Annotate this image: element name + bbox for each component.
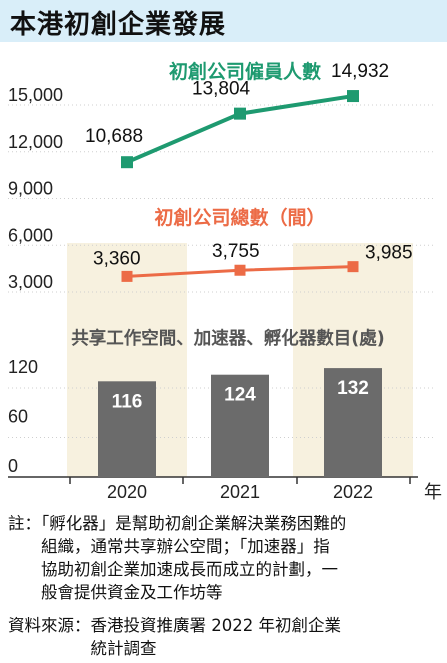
x-tick-2022: 2022 [333,482,373,502]
employees-point-2020 [121,156,133,169]
x-tick-2020: 2020 [107,482,147,502]
lower-y-tick-0: 0 [8,456,18,476]
companies-point-2022 [347,261,359,273]
lower-y-tick-1: 60 [8,407,28,427]
upper-y-tick-0: 3,000 [8,272,53,292]
employees-label-2020: 10,688 [85,126,143,147]
page-title: 本港初創企業發展 [10,10,227,40]
note-line-3: 協助初創企業加速成長而成立的計劃，一 [8,560,338,579]
lower-y-tick-2: 120 [8,357,38,377]
x-tick-2021: 2021 [220,482,260,502]
title-bar [0,0,447,42]
bars-chart-title: 共享工作空間、加速器、孵化器數目(處) [71,328,385,349]
upper-y-tick-1: 6,000 [8,225,53,245]
source-line-2: 統計調查 [8,639,157,658]
employees-point-2021 [234,107,246,120]
companies-point-2020 [121,270,133,282]
companies-point-2021 [234,264,246,276]
note-line-2: 組織，通常共享辦公空間；「加速器」指 [8,537,330,556]
employees-chart-title: 初創公司僱員人數 [169,60,321,83]
x-axis-unit: 年 [424,482,442,503]
companies-label-2022: 3,985 [365,243,413,264]
bar-2022 [324,368,382,477]
employees-label-2022: 14,932 [331,61,389,82]
upper-y-tick-4: 15,000 [8,85,63,105]
bar-label-2022: 132 [337,378,369,399]
note-line-4: 般會提供資金及工作坊等 [8,583,223,602]
upper-y-tick-3: 12,000 [8,132,63,152]
source-line-1: 資料來源：香港投資推廣署 2022 年初創企業 [8,616,341,635]
companies-label-2020: 3,360 [93,248,141,269]
bar-label-2021: 124 [224,385,256,406]
companies-chart-title: 初創公司總數（間） [154,206,325,229]
employees-line [126,94,354,165]
bar-2021 [211,374,269,477]
employees-label-2021: 13,804 [192,79,251,100]
bar-label-2020: 116 [112,391,143,412]
bar-2020 [98,381,156,477]
employees-point-2022 [347,90,359,103]
note-line-1: 註：「孵化器」是幫助初創企業解決業務困難的 [8,514,347,533]
upper-y-tick-2: 9,000 [8,179,53,199]
companies-label-2021: 3,755 [212,241,260,262]
